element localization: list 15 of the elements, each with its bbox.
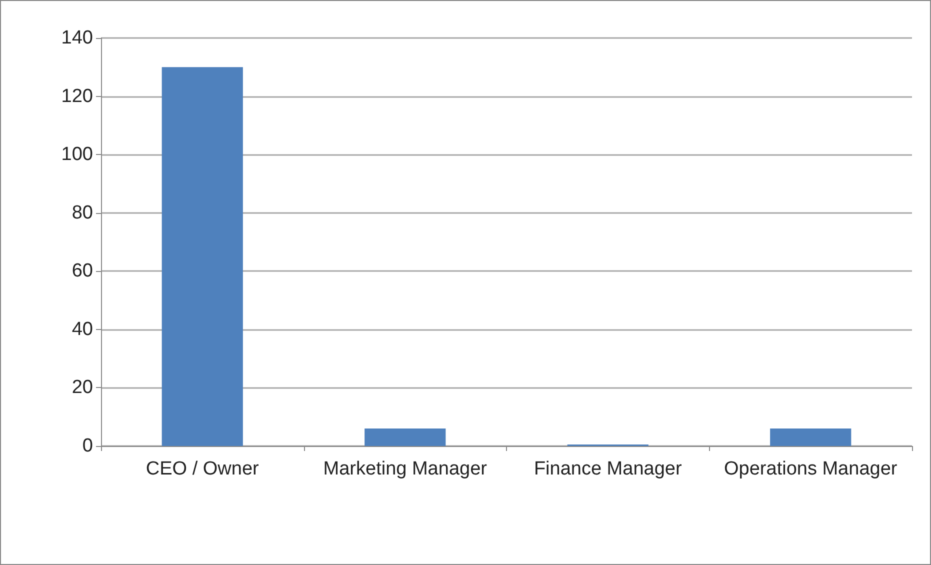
y-tick-label: 0 — [82, 436, 93, 456]
y-tick-label: 20 — [72, 377, 93, 398]
bar — [770, 428, 852, 446]
x-tick-label: Marketing Manager — [323, 458, 488, 480]
y-tick-label: 120 — [61, 86, 93, 107]
bar — [162, 67, 243, 446]
y-tick-label: 60 — [72, 260, 93, 282]
x-tick-label: Operations Manager — [724, 458, 898, 480]
x-tick-label: CEO / Owner — [146, 458, 260, 480]
y-tick-label: 100 — [61, 144, 93, 166]
y-tick-label: 80 — [72, 202, 93, 224]
bar — [364, 428, 446, 446]
x-tick-label: Finance Manager — [534, 458, 682, 480]
y-tick-label: 40 — [72, 318, 93, 340]
y-tick-label: 140 — [61, 28, 93, 48]
